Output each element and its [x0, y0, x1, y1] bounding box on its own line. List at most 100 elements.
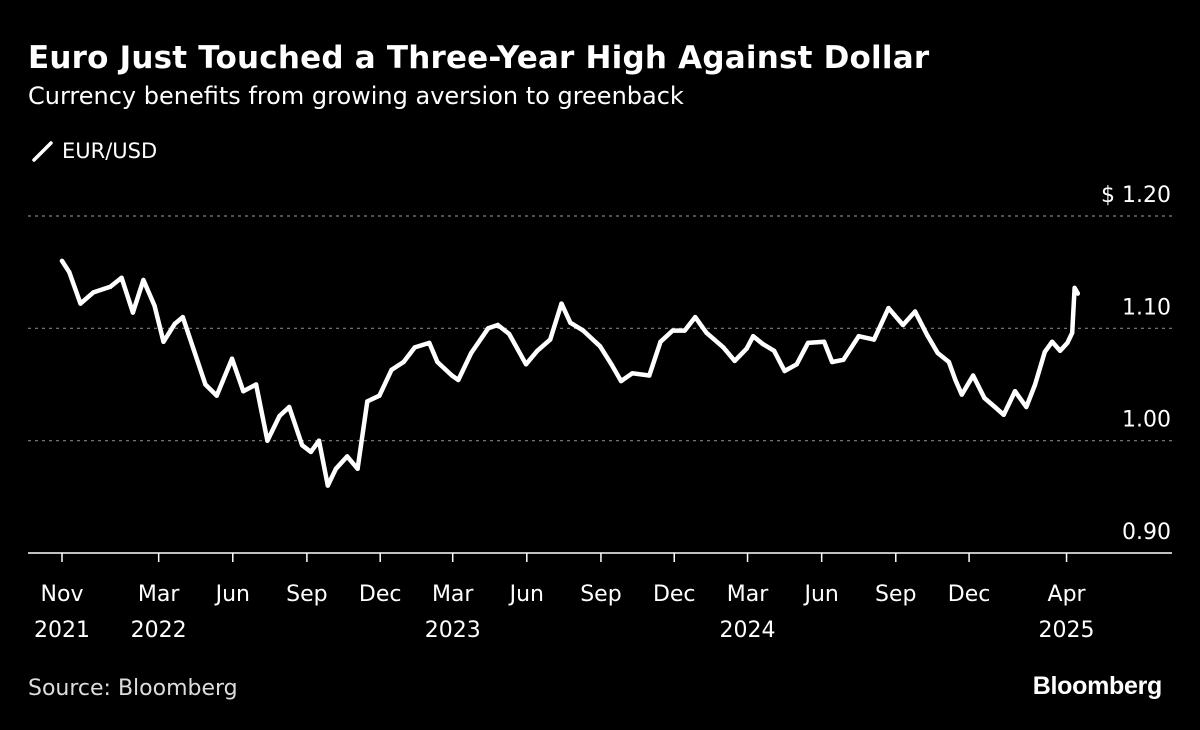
data-point	[609, 362, 614, 367]
x-tick-label: Apr	[1048, 582, 1087, 607]
data-point	[1012, 389, 1018, 394]
data-point	[856, 334, 861, 339]
source-note: Source: Bloomberg	[28, 676, 238, 701]
data-point	[495, 322, 500, 328]
data-point	[900, 322, 906, 328]
data-point	[953, 377, 958, 383]
data-point	[630, 371, 635, 376]
data-point	[456, 377, 461, 383]
data-point	[325, 483, 330, 488]
chart-subtitle: Currency benefits from growing aversion …	[28, 82, 684, 110]
data-point	[935, 350, 940, 356]
data-point	[721, 345, 726, 350]
x-tick-label: Sep	[580, 582, 621, 607]
data-point	[141, 277, 146, 283]
data-point	[782, 368, 787, 374]
data-point	[435, 359, 440, 365]
data-point	[581, 328, 586, 333]
data-point	[925, 332, 930, 338]
data-point	[59, 258, 65, 264]
x-tick-label: Mar	[138, 582, 180, 607]
data-point	[412, 345, 417, 350]
x-tick-label: Dec	[359, 582, 402, 607]
series-layer	[59, 258, 1081, 488]
x-tick-label: Sep	[286, 582, 327, 607]
x-tick-label: Jun	[508, 582, 544, 607]
data-point	[946, 359, 952, 365]
data-point	[523, 362, 529, 367]
data-point	[78, 301, 83, 306]
data-point	[682, 328, 687, 333]
data-point	[548, 337, 553, 342]
data-point	[316, 438, 322, 443]
data-point	[805, 340, 811, 346]
data-point	[161, 339, 166, 344]
data-point	[506, 331, 512, 337]
x-tick-label: Mar	[727, 582, 769, 607]
y-tick-label: 0.90	[1122, 520, 1171, 545]
data-point	[427, 340, 432, 346]
y-tick-label: $ 1.20	[1101, 183, 1171, 208]
data-point	[229, 356, 235, 361]
data-point	[1024, 404, 1029, 410]
data-point	[732, 358, 737, 364]
data-point	[535, 348, 540, 353]
data-point	[886, 305, 891, 311]
data-point	[333, 466, 339, 471]
data-point	[760, 341, 766, 347]
x-tick-label: Sep	[875, 582, 916, 607]
legend-label: EUR/USD	[62, 139, 158, 163]
data-point	[203, 382, 208, 387]
data-point	[1001, 412, 1006, 417]
data-point	[287, 404, 292, 410]
x-tick-year-label: 2022	[131, 618, 187, 643]
x-axis: Nov 2021 Mar 2022 Jun Sep Dec Mar 2023 Jun Sep Dec M…	[28, 552, 1172, 643]
data-point	[559, 301, 564, 306]
data-point	[618, 378, 624, 384]
x-tick-year-label: 2024	[720, 618, 776, 643]
data-point	[486, 326, 491, 331]
data-point	[67, 270, 72, 275]
data-point	[1070, 330, 1075, 335]
data-point	[744, 346, 749, 351]
data-point	[180, 314, 185, 320]
data-point	[841, 357, 846, 362]
data-point	[108, 284, 113, 289]
data-point	[355, 466, 360, 471]
data-point	[277, 413, 282, 419]
data-point	[265, 438, 270, 443]
chart-title: Euro Just Touched a Three-Year High Agai…	[28, 40, 930, 76]
data-point	[970, 373, 976, 378]
data-point	[1049, 339, 1055, 344]
data-point	[152, 303, 157, 309]
data-point	[130, 310, 136, 315]
chart-legend: EUR/USD	[30, 139, 157, 163]
data-point	[912, 309, 918, 314]
data-point	[821, 339, 827, 344]
data-point	[751, 334, 756, 339]
line-series-icon	[32, 141, 53, 162]
x-tick-label: Jun	[214, 582, 250, 607]
data-point	[1042, 349, 1048, 355]
data-point	[1075, 291, 1081, 296]
data-point	[469, 350, 474, 356]
x-tick-year-label: 2023	[425, 618, 481, 643]
data-point	[959, 392, 964, 397]
data-point	[365, 399, 370, 404]
data-point	[1072, 285, 1077, 291]
data-point	[449, 373, 455, 378]
data-point	[1065, 340, 1070, 346]
data-point	[377, 393, 382, 398]
data-point	[1032, 382, 1038, 387]
data-point	[771, 348, 777, 353]
y-tick-label: 1.10	[1122, 295, 1171, 320]
series-line-eur-usd	[59, 258, 1081, 488]
data-point	[253, 382, 259, 387]
data-point	[982, 395, 987, 401]
data-point	[693, 314, 698, 320]
x-tick-label: Dec	[653, 582, 696, 607]
data-point	[647, 373, 652, 378]
x-tick-label: Jun	[802, 582, 838, 607]
data-point	[670, 328, 675, 333]
